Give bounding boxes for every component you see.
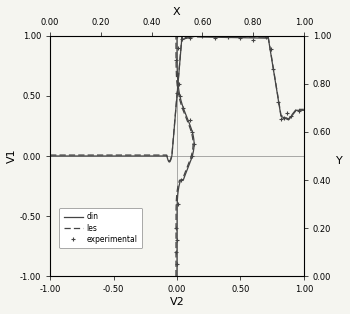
experimental — [174, 226, 178, 230]
experimental — [181, 106, 185, 110]
experimental — [177, 82, 181, 86]
Line: les: les — [176, 36, 193, 276]
experimental — [175, 262, 180, 266]
experimental — [176, 46, 180, 50]
les — [174, 274, 178, 278]
din — [175, 274, 179, 278]
experimental — [174, 250, 179, 254]
din — [177, 92, 182, 96]
les — [176, 92, 181, 96]
les — [174, 34, 178, 38]
din — [175, 34, 179, 38]
experimental — [175, 34, 179, 38]
Line: din: din — [177, 36, 194, 276]
Line: experimental: experimental — [173, 33, 196, 267]
X-axis label: V2: V2 — [170, 297, 184, 307]
din — [190, 128, 194, 132]
experimental — [190, 130, 194, 134]
din — [175, 260, 179, 263]
experimental — [190, 154, 194, 158]
din — [191, 135, 196, 138]
Y-axis label: Y: Y — [336, 156, 343, 166]
experimental — [192, 142, 196, 146]
les — [186, 121, 190, 125]
experimental — [188, 118, 192, 122]
experimental — [176, 202, 180, 206]
Y-axis label: V1: V1 — [7, 149, 17, 163]
experimental — [175, 238, 179, 242]
les — [174, 260, 178, 263]
din — [187, 121, 191, 125]
X-axis label: X: X — [173, 7, 181, 17]
experimental — [178, 94, 182, 98]
Legend: din, les, experimental: din, les, experimental — [59, 208, 142, 248]
les — [174, 67, 178, 71]
les — [190, 135, 195, 138]
experimental — [179, 178, 183, 182]
din — [175, 67, 179, 71]
les — [189, 128, 193, 132]
experimental — [174, 58, 178, 62]
